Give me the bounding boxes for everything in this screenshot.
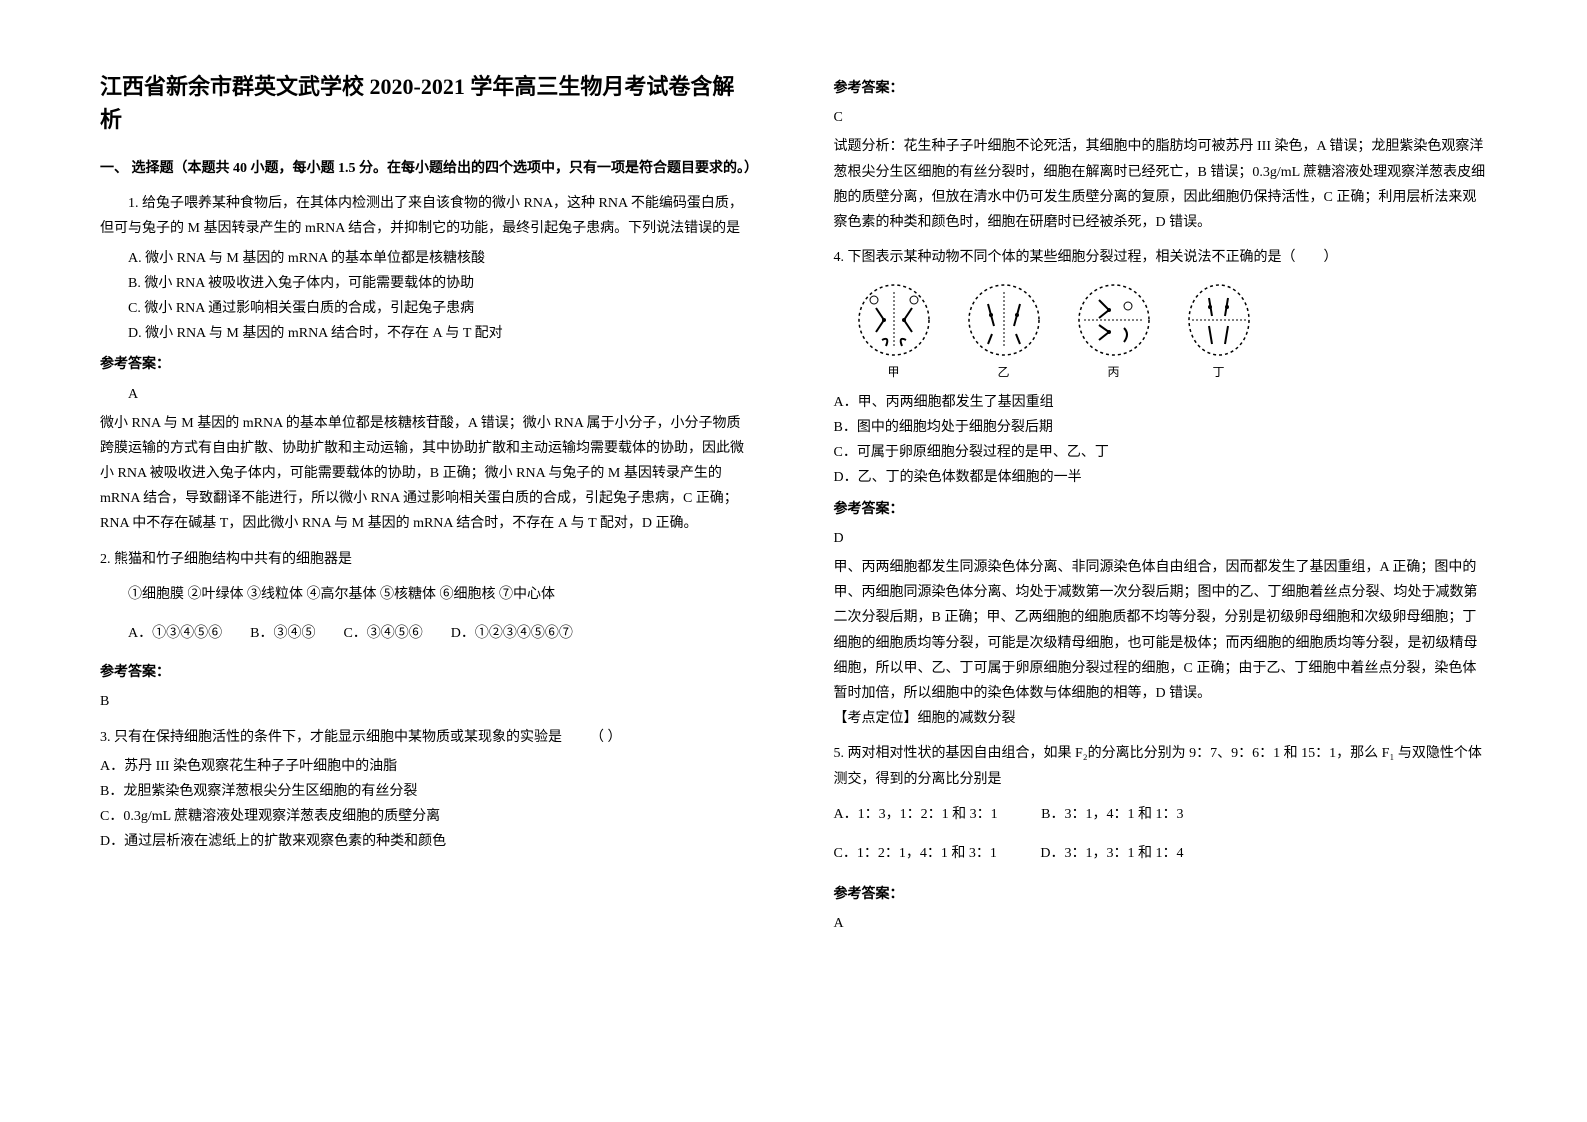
q2-answer-label: 参考答案： (100, 660, 754, 685)
q4-option-d: D．乙、丁的染色体数都是体细胞的一半 (834, 465, 1488, 490)
q3-option-c: C．0.3g/mL 蔗糖溶液处理观察洋葱表皮细胞的质壁分离 (100, 804, 754, 829)
q5-stem: 5. 两对相对性状的基因自由组合，如果 F₂的分离比分别为 9：7、9：6：1 … (834, 741, 1488, 791)
q3-explanation: 试题分析：花生种子子叶细胞不论死活，其细胞中的脂肪均可被苏丹 III 染色，A … (834, 134, 1488, 235)
q3-option-d: D．通过层析液在滤纸上的扩散来观察色素的种类和颜色 (100, 829, 754, 854)
q5-options-row2: C．1：2：1，4：1 和 3：1 D．3：1，3：1 和 1：4 (834, 841, 1488, 866)
cell-fig-c: 丙 (1074, 280, 1154, 384)
q3-answer-label: 参考答案： (834, 76, 1488, 101)
q2-items: ①细胞膜 ②叶绿体 ③线粒体 ④高尔基体 ⑤核糖体 ⑥细胞核 ⑦中心体 (100, 582, 754, 607)
cell-icon-c (1074, 280, 1154, 360)
q3-stem: 3. 只有在保持细胞活性的条件下，才能显示细胞中某物质或某现象的实验是 （ ） (100, 725, 754, 750)
cell-fig-b: 乙 (964, 280, 1044, 384)
q3-option-a: A．苏丹 III 染色观察花生种子子叶细胞中的油脂 (100, 754, 754, 779)
q4-option-c: C．可属于卵原细胞分裂过程的是甲、乙、丁 (834, 440, 1488, 465)
q1-option-d: D. 微小 RNA 与 M 基因的 mRNA 结合时，不存在 A 与 T 配对 (128, 321, 754, 346)
left-column: 江西省新余市群英文武学校 2020-2021 学年高三生物月考试卷含解析 一、 … (0, 0, 794, 1122)
q1-stem: 1. 给兔子喂养某种食物后，在其体内检测出了来自该食物的微小 RNA，这种 RN… (100, 191, 754, 241)
question-3: 3. 只有在保持细胞活性的条件下，才能显示细胞中某物质或某现象的实验是 （ ） … (100, 725, 754, 855)
q4-stem: 4. 下图表示某种动物不同个体的某些细胞分裂过程，相关说法不正确的是（ ） (834, 245, 1488, 270)
q1-option-c: C. 微小 RNA 通过影响相关蛋白质的合成，引起兔子患病 (128, 296, 754, 321)
q4-point: 【考点定位】细胞的减数分裂 (834, 706, 1488, 731)
q1-option-b: B. 微小 RNA 被吸收进入兔子体内，可能需要载体的协助 (128, 271, 754, 296)
q5-option-c: C．1：2：1，4：1 和 3：1 (834, 841, 997, 866)
q1-options: A. 微小 RNA 与 M 基因的 mRNA 的基本单位都是核糖核酸 B. 微小… (128, 246, 754, 347)
question-2: 2. 熊猫和竹子细胞结构中共有的细胞器是 ①细胞膜 ②叶绿体 ③线粒体 ④高尔基… (100, 547, 754, 715)
q2-answer: B (100, 689, 754, 714)
q4-option-b: B．图中的细胞均处于细胞分裂后期 (834, 415, 1488, 440)
cell-fig-d: 丁 (1184, 280, 1254, 384)
cell-label-a: 甲 (854, 362, 934, 384)
q4-option-a: A．甲、丙两细胞都发生了基因重组 (834, 390, 1488, 415)
q1-option-a: A. 微小 RNA 与 M 基因的 mRNA 的基本单位都是核糖核酸 (128, 246, 754, 271)
q4-answer-label: 参考答案： (834, 497, 1488, 522)
q5-answer: A (834, 911, 1488, 936)
cell-label-b: 乙 (964, 362, 1044, 384)
cell-icon-b (964, 280, 1044, 360)
cell-label-c: 丙 (1074, 362, 1154, 384)
cell-icon-d (1184, 280, 1254, 360)
cell-label-d: 丁 (1184, 362, 1254, 384)
q4-explanation: 甲、丙两细胞都发生同源染色体分离、非同源染色体自由组合，因而都发生了基因重组，A… (834, 555, 1488, 706)
q5-option-d: D．3：1，3：1 和 1：4 (1040, 841, 1183, 866)
cell-icon-a (854, 280, 934, 360)
q3-answer: C (834, 105, 1488, 130)
q4-figure: 甲 乙 (854, 280, 1488, 384)
q4-answer: D (834, 526, 1488, 551)
q1-answer-label: 参考答案： (100, 352, 754, 377)
right-column: 参考答案： C 试题分析：花生种子子叶细胞不论死活，其细胞中的脂肪均可被苏丹 I… (794, 0, 1587, 1122)
section-heading: 一、 选择题（本题共 40 小题，每小题 1.5 分。在每小题给出的四个选项中，… (100, 156, 754, 181)
q2-stem: 2. 熊猫和竹子细胞结构中共有的细胞器是 (100, 547, 754, 572)
q5-answer-label: 参考答案： (834, 882, 1488, 907)
question-5: 5. 两对相对性状的基因自由组合，如果 F₂的分离比分别为 9：7、9：6：1 … (834, 741, 1488, 936)
q1-answer: A (100, 382, 754, 407)
q3-option-b: B．龙胆紫染色观察洋葱根尖分生区细胞的有丝分裂 (100, 779, 754, 804)
exam-title: 江西省新余市群英文武学校 2020-2021 学年高三生物月考试卷含解析 (100, 70, 754, 136)
question-1: 1. 给兔子喂养某种食物后，在其体内检测出了来自该食物的微小 RNA，这种 RN… (100, 191, 754, 536)
q2-options: A．①③④⑤⑥ B．③④⑤ C．③④⑤⑥ D．①②③④⑤⑥⑦ (100, 621, 754, 646)
q5-options-row1: A．1：3，1：2：1 和 3：1 B．3：1，4：1 和 1：3 (834, 802, 1488, 827)
cell-fig-a: 甲 (854, 280, 934, 384)
question-4: 4. 下图表示某种动物不同个体的某些细胞分裂过程，相关说法不正确的是（ ） 甲 (834, 245, 1488, 731)
q1-explanation: 微小 RNA 与 M 基因的 mRNA 的基本单位都是核糖核苷酸，A 错误；微小… (100, 411, 754, 537)
q5-option-a: A．1：3，1：2：1 和 3：1 (834, 802, 998, 827)
q5-option-b: B．3：1，4：1 和 1：3 (1041, 802, 1183, 827)
